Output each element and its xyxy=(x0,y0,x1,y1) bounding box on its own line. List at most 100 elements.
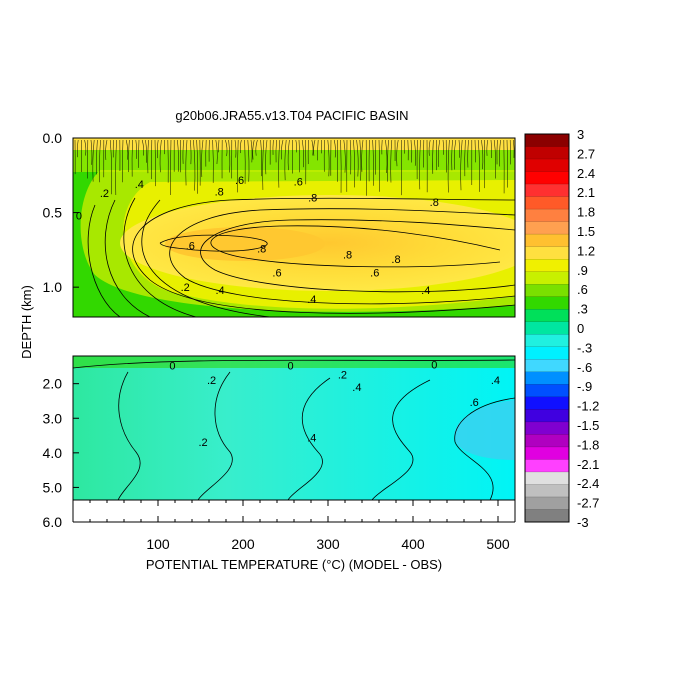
contour-label: .2 xyxy=(181,282,190,294)
y-tick-label: 5.0 xyxy=(43,479,63,495)
colorbar-swatch xyxy=(525,284,569,298)
contour-label: .8 xyxy=(215,187,224,199)
contour-label: .2 xyxy=(207,375,216,387)
colorbar-swatch xyxy=(525,334,569,348)
contour-label: .8 xyxy=(257,243,266,255)
colorbar-label: -2.4 xyxy=(577,476,599,491)
x-tick-label: 400 xyxy=(401,536,425,552)
colorbar-label: .9 xyxy=(577,263,588,278)
colorbar-swatch xyxy=(525,209,569,222)
contour-label: .4 xyxy=(215,285,224,297)
contour-label: .8 xyxy=(343,249,352,261)
contour-label: .4 xyxy=(307,432,316,444)
y-tick-label: 0.5 xyxy=(43,205,63,221)
colorbar-swatch xyxy=(525,321,569,335)
y-tick-label: 4.0 xyxy=(43,445,63,461)
colorbar-swatch xyxy=(525,459,569,473)
colorbar-swatch xyxy=(525,421,569,435)
colorbar-label: -.6 xyxy=(577,360,592,375)
chart-title: g20b06.JRA55.v13.T04 PACIFIC BASIN xyxy=(175,108,408,123)
colorbar-label: -2.1 xyxy=(577,457,599,472)
colorbar-swatch xyxy=(525,146,569,160)
colorbar-label: 2.7 xyxy=(577,146,595,161)
contour-label: 0 xyxy=(76,211,82,223)
surface-noise xyxy=(74,139,515,196)
lower-panel-field xyxy=(73,356,515,500)
x-axis: 100 200 300 400 500 xyxy=(89,500,510,552)
colorbar-swatch xyxy=(525,309,569,323)
contour-label: .2 xyxy=(100,188,109,200)
colorbar-swatch xyxy=(525,496,569,510)
colorbar-frame xyxy=(524,133,570,523)
colorbar-swatch xyxy=(525,246,569,260)
contour-labels: 0 .2 .4 .6 .6 .8 .8 .8 .6 .8 .8 .8 .6 .6 .2 .4 .4 .4 0 .2 0.… xyxy=(76,175,500,449)
colorbar: 3 2.7 2.4 2.1 1.8 1.5 1.2 .9 .6 .3 0 -.3 -.6 -.9 -1.2 -… xyxy=(524,127,599,530)
contour-label: .4 xyxy=(307,294,316,306)
colorbar-swatch xyxy=(525,484,569,498)
contour-label: .2 xyxy=(198,437,207,449)
contour-label: .4 xyxy=(135,179,144,191)
y-axis-label: DEPTH (km) xyxy=(19,285,34,359)
colorbar-swatch xyxy=(525,359,569,373)
lower-contours xyxy=(73,359,515,500)
x-tick-label: 500 xyxy=(486,536,510,552)
y-tick-label: 0.0 xyxy=(43,130,63,146)
y-tick-label: 2.0 xyxy=(43,376,63,392)
y-tick-label: 1.0 xyxy=(43,279,63,295)
colorbar-swatch xyxy=(525,509,569,523)
colorbar-label: -3 xyxy=(577,515,589,530)
y-tick-label: 3.0 xyxy=(43,410,63,426)
x-tick-label: 300 xyxy=(316,536,340,552)
x-tick-label: 200 xyxy=(231,536,255,552)
colorbar-swatch xyxy=(525,171,569,185)
colorbar-label: 2.1 xyxy=(577,185,595,200)
contour-label: .8 xyxy=(430,197,439,209)
colorbar-label: 3 xyxy=(577,127,584,142)
colorbar-swatch xyxy=(525,159,569,172)
contour-label: .6 xyxy=(272,267,281,279)
colorbar-swatch xyxy=(525,234,569,247)
colorbar-swatch xyxy=(525,384,569,398)
colorbar-label: 1.2 xyxy=(577,243,595,258)
colorbar-label: -1.5 xyxy=(577,418,599,433)
contour-label: .8 xyxy=(308,193,317,205)
colorbar-label: 1.5 xyxy=(577,224,595,239)
colorbar-swatch xyxy=(525,184,569,197)
contour-label: .4 xyxy=(491,375,500,387)
colorbar-swatch xyxy=(525,371,569,385)
contour-label: .6 xyxy=(186,240,195,252)
contour-label: .4 xyxy=(421,285,430,297)
colorbar-label: -.9 xyxy=(577,379,592,394)
colorbar-swatch xyxy=(525,196,569,210)
colorbar-label: -.3 xyxy=(577,340,592,355)
contour-label: 0 xyxy=(169,361,175,373)
colorbar-label: -1.2 xyxy=(577,399,599,414)
colorbar-swatch xyxy=(525,259,569,272)
colorbar-label: 0 xyxy=(577,321,584,336)
colorbar-label: .3 xyxy=(577,302,588,317)
x-axis-label: POTENTIAL TEMPERATURE (°C) (MODEL - OBS) xyxy=(146,557,442,572)
colorbar-swatch xyxy=(525,434,569,448)
upper-panel-frame xyxy=(72,137,516,318)
colorbar-swatch xyxy=(525,446,569,460)
contour-label: .4 xyxy=(352,382,361,394)
upper-panel-field xyxy=(73,138,515,317)
colorbar-label: -2.7 xyxy=(577,496,599,511)
contour-label: .8 xyxy=(391,254,400,266)
colorbar-swatch xyxy=(525,221,569,235)
y-tick-label: 6.0 xyxy=(43,514,63,530)
contour-label: .2 xyxy=(338,370,347,382)
colorbar-swatch xyxy=(525,296,569,310)
colorbar-label: 1.8 xyxy=(577,205,595,220)
colorbar-swatch xyxy=(525,271,569,285)
contour-label: .6 xyxy=(470,397,479,409)
colorbar-label: 2.4 xyxy=(577,166,595,181)
contour-label: 0 xyxy=(431,360,437,372)
upper-contours xyxy=(87,197,515,317)
colorbar-swatch xyxy=(525,134,569,147)
contour-label: .6 xyxy=(235,175,244,187)
contour-label: .6 xyxy=(294,176,303,188)
x-tick-label: 100 xyxy=(146,536,170,552)
colorbar-label: -1.8 xyxy=(577,437,599,452)
